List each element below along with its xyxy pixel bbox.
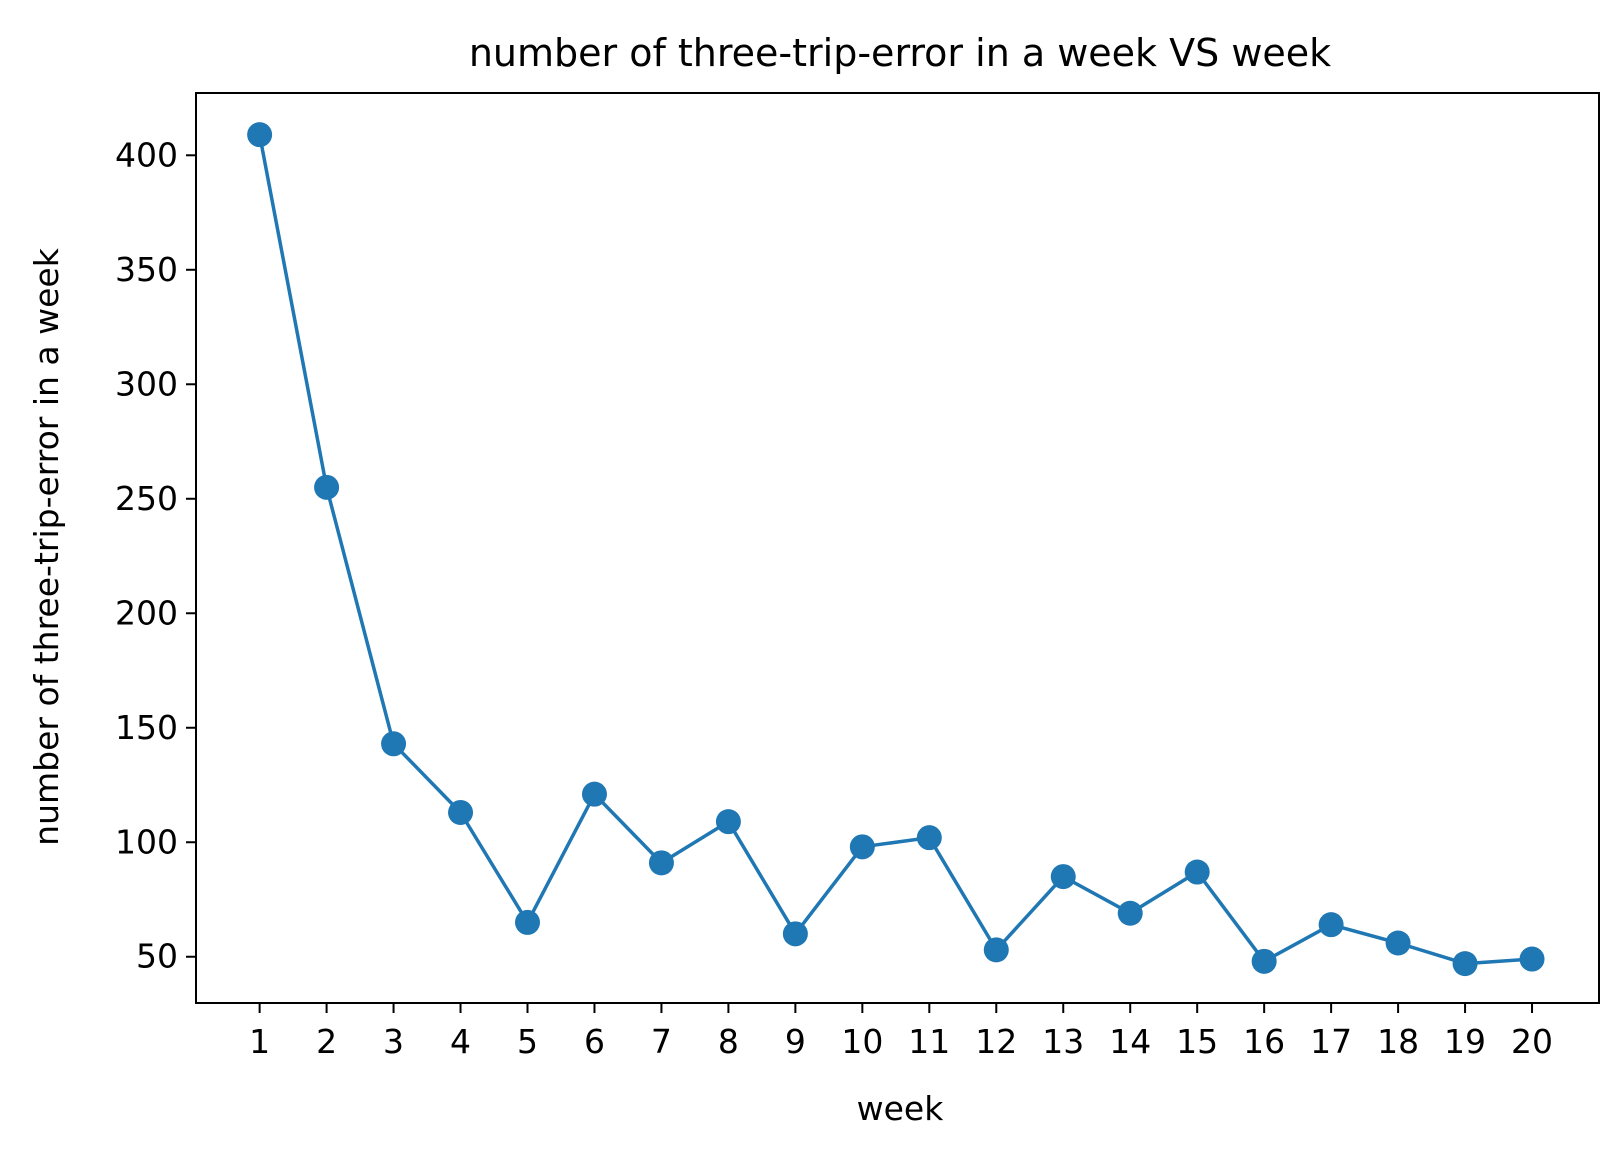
- x-tick-label: 3: [383, 1022, 404, 1061]
- y-tick-label: 50: [136, 937, 178, 976]
- x-tick-label: 16: [1243, 1022, 1285, 1061]
- y-tick-label: 300: [115, 364, 178, 403]
- y-tick-label: 150: [115, 708, 178, 747]
- data-point: [381, 731, 407, 757]
- x-tick-label: 9: [785, 1022, 806, 1061]
- y-tick-label: 350: [115, 250, 178, 289]
- data-point: [1385, 930, 1411, 956]
- y-axis-label: number of three-trip-error in a week: [27, 247, 66, 846]
- y-tick-label: 250: [115, 479, 178, 518]
- data-point: [782, 921, 808, 947]
- x-tick-label: 1: [249, 1022, 270, 1061]
- data-point: [849, 834, 875, 860]
- x-axis-label: week: [857, 1089, 945, 1128]
- data-point: [247, 122, 273, 148]
- data-point: [1251, 948, 1277, 974]
- data-point: [1452, 951, 1478, 977]
- chart-title: number of three-trip-error in a week VS …: [469, 31, 1331, 75]
- x-tick-label: 11: [908, 1022, 950, 1061]
- x-tick-label: 19: [1444, 1022, 1486, 1061]
- data-point: [314, 474, 340, 500]
- y-axis-ticks: 50 100 150 200 250 300 350 400: [115, 135, 196, 976]
- x-tick-label: 17: [1310, 1022, 1352, 1061]
- x-tick-label: 18: [1377, 1022, 1419, 1061]
- data-point: [1050, 864, 1076, 890]
- x-tick-label: 8: [718, 1022, 739, 1061]
- series-layer: [247, 122, 1545, 977]
- x-tick-label: 6: [584, 1022, 605, 1061]
- x-tick-label: 20: [1511, 1022, 1553, 1061]
- data-point: [715, 809, 741, 835]
- y-tick-label: 100: [115, 822, 178, 861]
- y-tick-label: 400: [115, 135, 178, 174]
- series-line: [257, 134, 1533, 966]
- data-point: [448, 799, 474, 825]
- data-point: [514, 909, 540, 935]
- data-point: [983, 937, 1009, 963]
- plot-area-frame: [195, 92, 1600, 1004]
- x-tick-label: 12: [975, 1022, 1017, 1061]
- x-tick-label: 13: [1042, 1022, 1084, 1061]
- y-tick-label: 200: [115, 593, 178, 632]
- data-point: [1184, 859, 1210, 885]
- x-tick-label: 2: [316, 1022, 337, 1061]
- data-point: [1117, 900, 1143, 926]
- x-tick-label: 10: [841, 1022, 883, 1061]
- x-tick-label: 15: [1176, 1022, 1218, 1061]
- x-tick-label: 7: [651, 1022, 672, 1061]
- x-tick-label: 14: [1109, 1022, 1151, 1061]
- x-tick-label: 4: [450, 1022, 471, 1061]
- data-point: [916, 825, 942, 851]
- data-point: [1318, 912, 1344, 938]
- data-point: [648, 850, 674, 876]
- x-tick-label: 5: [517, 1022, 538, 1061]
- data-point: [581, 781, 607, 807]
- x-axis-ticks: 1 2 3 4 5 6 7 8 9 10 11 12 13 14 15 16 17 18 19 20: [249, 1003, 1553, 1061]
- data-point: [1519, 946, 1545, 972]
